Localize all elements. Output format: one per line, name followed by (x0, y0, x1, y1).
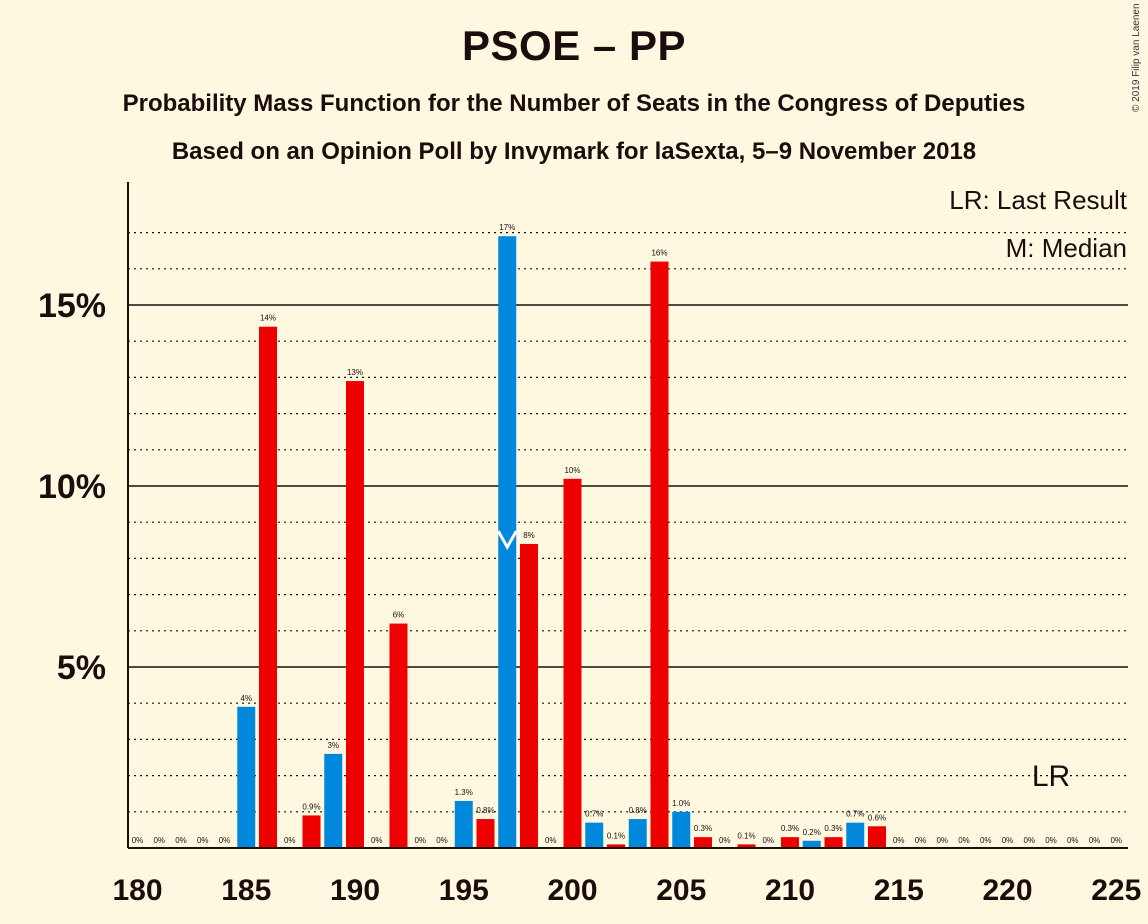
bar-label-seat-217: 0% (936, 836, 948, 845)
x-tick-195: 195 (439, 874, 489, 907)
bar-label-seat-199: 0% (545, 836, 557, 845)
bar-label-seat-193: 0% (414, 836, 426, 845)
bar-seat-204 (650, 261, 669, 848)
bar-seat-185 (237, 706, 256, 848)
bar-label-seat-215: 0% (893, 836, 905, 845)
bar-label-seat-191: 0% (371, 836, 383, 845)
bar-label-seat-186: 14% (260, 314, 276, 323)
bar-label-seat-208: 0.1% (737, 831, 755, 840)
bar-label-seat-190: 13% (347, 368, 363, 377)
bar-seat-201 (585, 822, 604, 848)
bar-label-seat-225: 0% (1110, 836, 1122, 845)
bar-label-seat-188: 0.9% (302, 802, 320, 811)
x-tick-225: 225 (1091, 874, 1141, 907)
bar-value-labels: 0% 0% 0% 0% 0%4%14%0%0.9%3%13%0%6%0% 0%1.3%0.… (132, 223, 1122, 845)
legend-median: M: Median (1006, 233, 1127, 263)
bar-label-seat-211: 0.2% (803, 828, 821, 837)
y-tick-15: 15% (38, 287, 106, 325)
bar-series (237, 236, 886, 849)
bar-label-seat-212: 0.3% (824, 824, 842, 833)
x-tick-labels: 180 185 190 195 200 205 210 215 220 225 (112, 874, 1141, 907)
bar-seat-188 (302, 815, 321, 848)
bar-seat-202 (607, 844, 625, 848)
bar-label-seat-196: 0.8% (476, 806, 494, 815)
chart-subtitle: Probability Mass Function for the Number… (122, 90, 1026, 117)
bar-seat-205 (672, 811, 691, 848)
last-result-marker: LR (1032, 760, 1070, 793)
y-tick-5: 5% (57, 649, 106, 687)
median-marker (496, 530, 518, 551)
bar-seat-206 (694, 837, 712, 848)
bar-label-seat-197: 17% (499, 223, 515, 232)
bar-label-seat-214: 0.6% (868, 813, 886, 822)
bar-label-seat-213: 0.7% (846, 810, 864, 819)
bar-label-seat-207: 0% (719, 836, 731, 845)
bar-label-seat-184: 0% (219, 836, 231, 845)
bar-label-seat-198: 8% (523, 531, 535, 540)
axes (127, 182, 1128, 849)
bar-label-seat-224: 0% (1089, 836, 1101, 845)
bar-seat-192 (389, 623, 408, 848)
bar-label-seat-218: 0% (958, 836, 970, 845)
bar-seat-186 (259, 326, 277, 849)
chart-markers: LR (496, 530, 1070, 793)
bar-label-seat-209: 0% (762, 836, 774, 845)
bar-seat-211 (802, 840, 821, 848)
bar-seat-213 (846, 822, 865, 848)
x-tick-180: 180 (112, 874, 162, 907)
chart-title: PSOE – PP (462, 22, 686, 69)
bar-label-seat-203: 0.8% (629, 806, 647, 815)
bar-label-seat-189: 3% (327, 741, 339, 750)
chart-subtitle-poll: Based on an Opinion Poll by Invymark for… (171, 138, 977, 165)
x-tick-210: 210 (765, 874, 815, 907)
bar-label-seat-210: 0.3% (781, 824, 799, 833)
bar-label-seat-222: 0% (1045, 836, 1057, 845)
bar-label-seat-205: 1.0% (672, 799, 690, 808)
bar-label-seat-206: 0.3% (694, 824, 712, 833)
bar-label-seat-183: 0% (197, 836, 209, 845)
bar-label-seat-182: 0% (175, 836, 187, 845)
bar-label-seat-201: 0.7% (585, 810, 603, 819)
bar-seat-214 (868, 826, 886, 848)
bar-seat-210 (781, 837, 799, 848)
bar-seat-190 (346, 381, 364, 848)
gridlines (128, 232, 1128, 813)
bar-label-seat-219: 0% (980, 836, 992, 845)
x-tick-220: 220 (982, 874, 1032, 907)
y-tick-labels: 5% 10% 15% (38, 287, 106, 687)
x-tick-215: 215 (874, 874, 924, 907)
bar-label-seat-194: 0% (436, 836, 448, 845)
bar-seat-198 (520, 543, 538, 848)
bar-seat-203 (628, 819, 647, 848)
bar-label-seat-181: 0% (153, 836, 165, 845)
y-tick-10: 10% (38, 468, 106, 506)
bar-label-seat-180: 0% (132, 836, 144, 845)
bar-label-seat-221: 0% (1023, 836, 1035, 845)
bar-label-seat-220: 0% (1002, 836, 1014, 845)
bar-label-seat-185: 4% (240, 694, 252, 703)
bar-seat-200 (563, 478, 582, 848)
bar-seat-197 (498, 236, 517, 849)
bar-label-seat-204: 16% (651, 249, 667, 258)
bar-seat-195 (454, 800, 473, 848)
bar-seat-196 (476, 819, 495, 848)
bar-label-seat-216: 0% (915, 836, 927, 845)
x-tick-205: 205 (656, 874, 706, 907)
bar-seat-212 (824, 837, 843, 848)
bar-seat-208 (737, 844, 756, 848)
bar-label-seat-202: 0.1% (607, 831, 625, 840)
bar-label-seat-192: 6% (393, 611, 405, 620)
legend: LR: Last Result M: Median (949, 185, 1128, 263)
x-tick-185: 185 (221, 874, 271, 907)
bar-seat-189 (324, 753, 343, 848)
bar-label-seat-200: 10% (564, 466, 580, 475)
x-tick-190: 190 (330, 874, 380, 907)
legend-last-result: LR: Last Result (949, 185, 1128, 215)
bar-label-seat-195: 1.3% (455, 788, 473, 797)
bar-label-seat-223: 0% (1067, 836, 1079, 845)
x-tick-200: 200 (547, 874, 597, 907)
bar-label-seat-187: 0% (284, 836, 296, 845)
